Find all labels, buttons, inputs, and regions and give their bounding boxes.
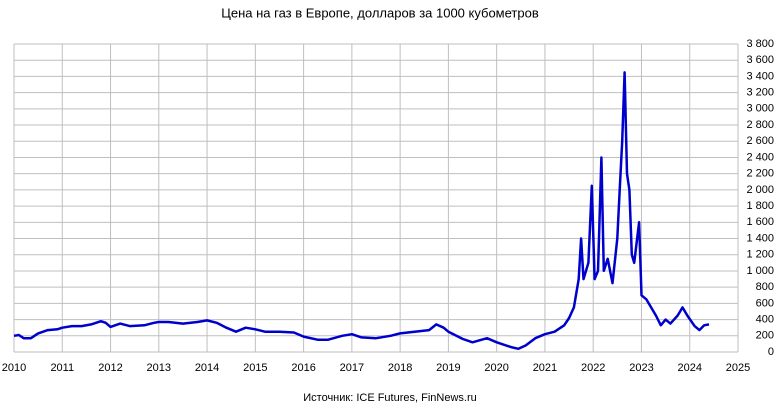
chart-title: Цена на газ в Европе, долларов за 1000 к… (221, 5, 539, 20)
x-tick-label: 2025 (726, 362, 750, 374)
x-tick-label: 2019 (436, 362, 460, 374)
y-tick-label: 2 800 (746, 119, 774, 131)
x-tick-label: 2014 (195, 362, 219, 374)
x-tick-label: 2015 (243, 362, 267, 374)
y-tick-label: 2 200 (746, 168, 774, 180)
y-tick-label: 400 (756, 313, 774, 325)
x-tick-label: 2016 (291, 362, 315, 374)
y-tick-label: 1 600 (746, 216, 774, 228)
y-tick-label: 0 (768, 346, 774, 358)
x-tick-label: 2020 (484, 362, 508, 374)
y-tick-label: 1 200 (746, 249, 774, 261)
y-tick-label: 1 400 (746, 232, 774, 244)
x-tick-label: 2022 (581, 362, 605, 374)
x-tick-label: 2012 (98, 362, 122, 374)
source-note: Источник: ICE Futures, FinNews.ru (303, 392, 477, 404)
y-tick-label: 3 000 (746, 103, 774, 115)
x-tick-label: 2021 (533, 362, 557, 374)
x-tick-label: 2024 (677, 362, 701, 374)
y-tick-label: 1 800 (746, 200, 774, 212)
y-tick-label: 2 000 (746, 184, 774, 196)
price-line (13, 71, 710, 351)
y-tick-label: 3 800 (746, 38, 774, 50)
y-tick-label: 3 200 (746, 87, 774, 99)
x-tick-label: 2023 (629, 362, 653, 374)
y-tick-label: 3 400 (746, 70, 774, 82)
y-tick-label: 2 400 (746, 151, 774, 163)
x-tick-label: 2010 (2, 362, 26, 374)
x-tick-label: 2013 (147, 362, 171, 374)
x-tick-label: 2011 (50, 362, 74, 374)
x-tick-label: 2017 (340, 362, 364, 374)
y-tick-label: 3 600 (746, 54, 774, 66)
y-tick-label: 600 (756, 297, 774, 309)
y-tick-label: 1 000 (746, 265, 774, 277)
x-tick-label: 2018 (388, 362, 412, 374)
y-tick-label: 2 600 (746, 135, 774, 147)
y-tick-label: 200 (756, 330, 774, 342)
y-tick-label: 800 (756, 281, 774, 293)
